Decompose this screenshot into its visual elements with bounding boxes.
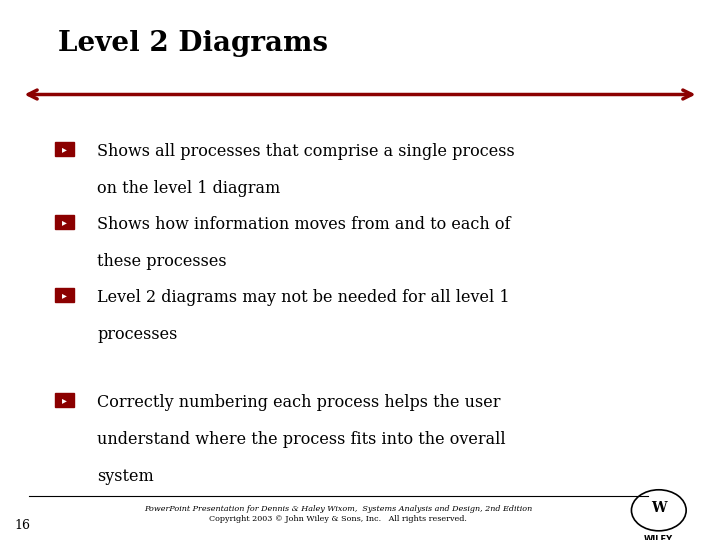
Bar	[55, 393, 74, 407]
Text: 16: 16	[14, 519, 30, 532]
Text: ▸: ▸	[63, 144, 67, 154]
Text: WILEY: WILEY	[644, 535, 673, 540]
Bar	[55, 215, 74, 229]
Text: W: W	[651, 501, 667, 515]
Text: Copyright 2003 © John Wiley & Sons, Inc.   All rights reserved.: Copyright 2003 © John Wiley & Sons, Inc.…	[210, 516, 467, 523]
Text: understand where the process fits into the overall: understand where the process fits into t…	[97, 431, 506, 448]
Text: ▸: ▸	[63, 290, 67, 300]
Bar	[55, 288, 74, 302]
Text: PowerPoint Presentation for Dennis & Haley Wixom,  Systems Analysis and Design, : PowerPoint Presentation for Dennis & Hal…	[144, 505, 533, 512]
Text: on the level 1 diagram: on the level 1 diagram	[97, 180, 281, 197]
Text: Shows all processes that comprise a single process: Shows all processes that comprise a sing…	[97, 143, 515, 160]
Bar	[55, 142, 74, 156]
Text: Level 2 Diagrams: Level 2 Diagrams	[58, 30, 328, 57]
Text: these processes: these processes	[97, 253, 227, 269]
Text: ▸: ▸	[63, 217, 67, 227]
Text: Shows how information moves from and to each of: Shows how information moves from and to …	[97, 216, 510, 233]
Text: processes: processes	[97, 326, 178, 342]
Text: Level 2 diagrams may not be needed for all level 1: Level 2 diagrams may not be needed for a…	[97, 289, 510, 306]
Text: system: system	[97, 468, 154, 484]
Text: ▸: ▸	[63, 395, 67, 405]
Text: Correctly numbering each process helps the user: Correctly numbering each process helps t…	[97, 394, 500, 411]
